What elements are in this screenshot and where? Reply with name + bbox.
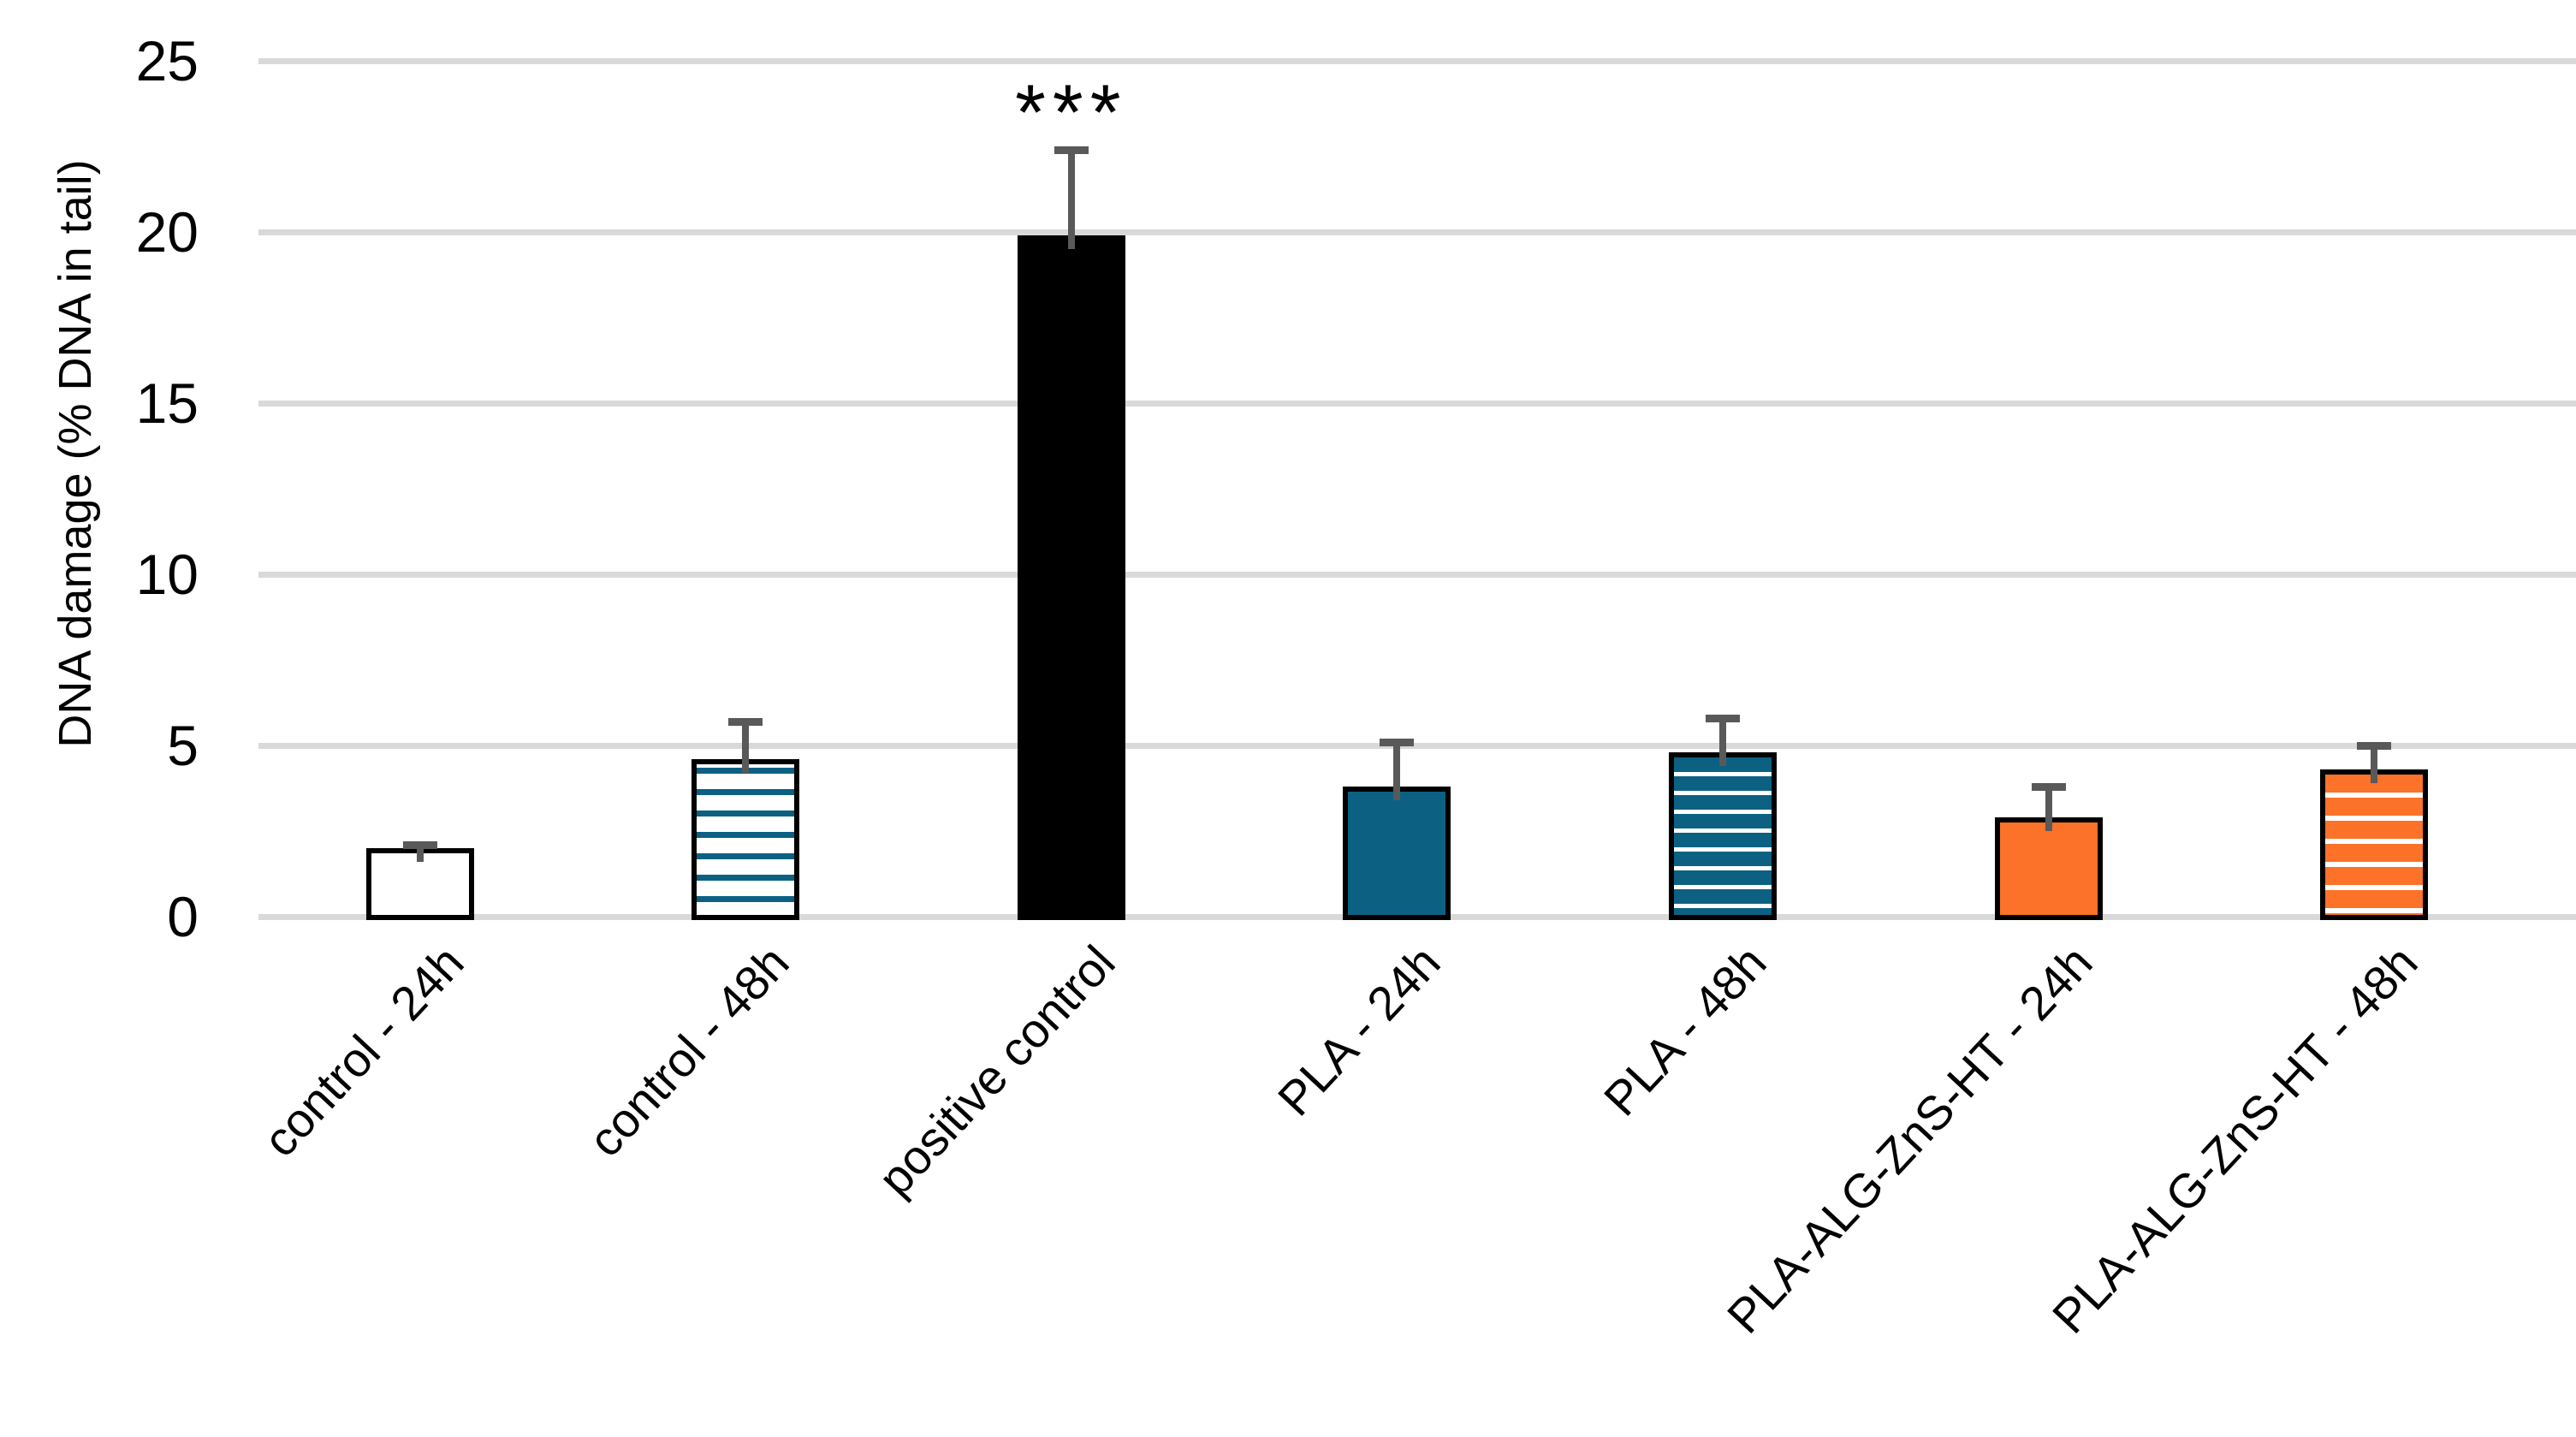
error-bar-cap xyxy=(1054,146,1089,154)
error-bar-cap xyxy=(2031,783,2066,791)
y-tick-label-25: 25 xyxy=(135,29,199,92)
error-bar-cap xyxy=(1380,739,1415,746)
y-tick-label-5: 5 xyxy=(167,714,199,777)
y-tick-label-0: 0 xyxy=(167,885,199,948)
y-tick-label-20: 20 xyxy=(135,200,199,264)
y-tick-label-10: 10 xyxy=(135,543,199,606)
error-bar-line xyxy=(1067,150,1075,249)
error-bar-cap xyxy=(728,718,763,726)
bar-positive-control xyxy=(1017,235,1125,920)
bar-pla-24h xyxy=(1343,787,1451,920)
gridline-y-20 xyxy=(258,229,2576,235)
bar-control-48h xyxy=(691,759,800,920)
gridline-y-10 xyxy=(258,571,2576,578)
bar-pla-alg-zns-ht-48h xyxy=(2320,769,2429,920)
bar-pla-alg-zns-ht-24h xyxy=(1994,817,2103,920)
error-bar-line xyxy=(1719,718,1726,766)
error-bar-line xyxy=(416,845,424,862)
bar-pla-48h xyxy=(1669,752,1777,920)
error-bar-line xyxy=(2045,787,2052,831)
error-bar-line xyxy=(2371,745,2378,783)
error-bar-cap xyxy=(402,841,437,849)
gridline-y-25 xyxy=(258,57,2576,64)
error-bar-cap xyxy=(1706,715,1740,722)
error-bar-cap xyxy=(2357,742,2392,750)
gridline-y-15 xyxy=(258,400,2576,407)
x-label-pla-alg-zns-ht-48h: PLA-ALG-ZnS-HT - 48h xyxy=(2042,935,2428,1344)
error-bar-line xyxy=(742,721,750,773)
significance-asterisks: *** xyxy=(1015,69,1128,157)
gridline-y-5 xyxy=(258,742,2576,749)
error-bar-line xyxy=(1393,742,1401,800)
y-tick-label-15: 15 xyxy=(135,371,199,435)
